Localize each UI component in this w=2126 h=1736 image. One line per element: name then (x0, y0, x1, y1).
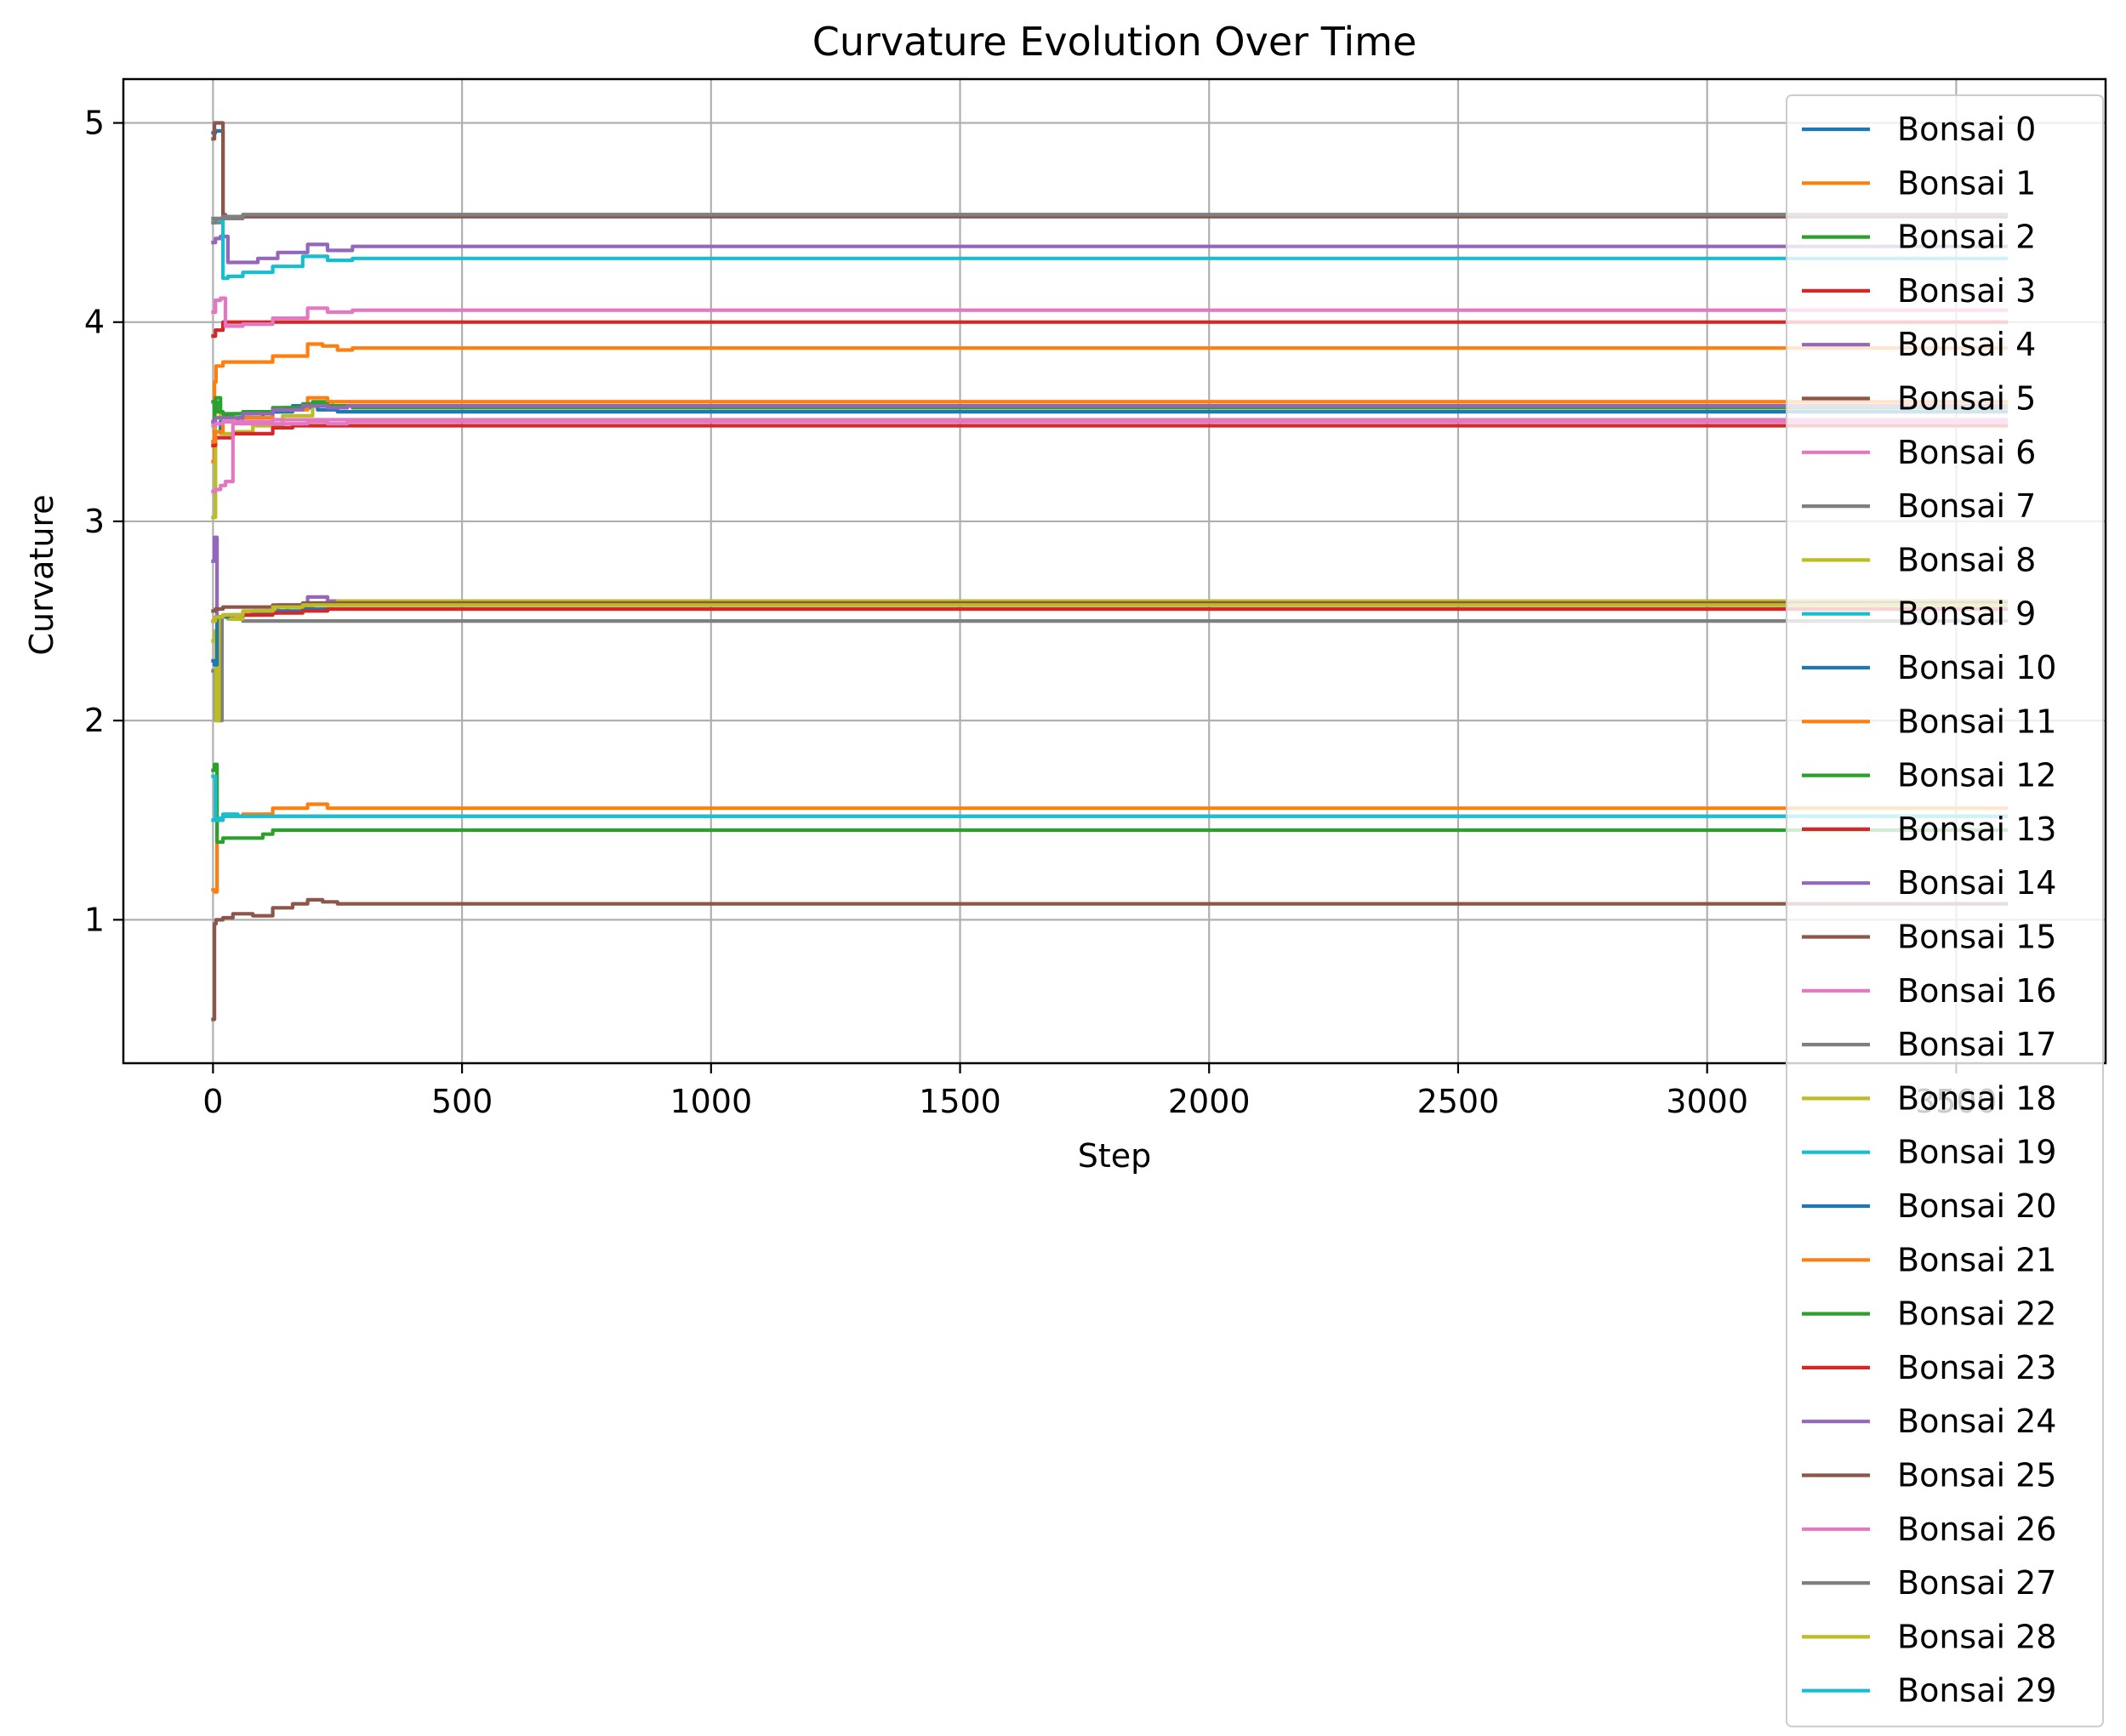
series-line-26 (211, 418, 2008, 428)
series-line-3 (211, 320, 2008, 339)
legend-label: Bonsai 3 (1897, 272, 2036, 310)
series-line-11 (211, 802, 2008, 894)
series-line-15 (211, 897, 2008, 1022)
legend-label: Bonsai 20 (1897, 1187, 2056, 1225)
legend-label: Bonsai 8 (1897, 541, 2036, 578)
legend-label: Bonsai 29 (1897, 1672, 2056, 1710)
plot-frame (122, 77, 2107, 1065)
legend-label: Bonsai 5 (1897, 380, 2036, 418)
legend-label: Bonsai 26 (1897, 1511, 2056, 1548)
legend-label: Bonsai 4 (1897, 326, 2036, 363)
series-line-12 (211, 762, 2008, 845)
series-line-24 (211, 404, 2008, 424)
legend-label: Bonsai 28 (1897, 1618, 2056, 1655)
legend-label: Bonsai 1 (1897, 164, 2036, 202)
series-line-1 (211, 342, 2008, 464)
legend-label: Bonsai 2 (1897, 219, 2036, 256)
legend-label: Bonsai 7 (1897, 487, 2036, 525)
legend-label: Bonsai 21 (1897, 1241, 2056, 1278)
legend-label: Bonsai 27 (1897, 1564, 2056, 1602)
series-line-21 (211, 396, 2008, 444)
x-tick-label: 2500 (1417, 1083, 1500, 1120)
legend-label: Bonsai 12 (1897, 757, 2056, 794)
legend-label: Bonsai 15 (1897, 919, 2056, 956)
y-tick-label: 1 (84, 901, 105, 938)
series-line-28 (211, 603, 2008, 623)
legend-label: Bonsai 23 (1897, 1349, 2056, 1386)
plot-series (211, 121, 2008, 1022)
series-line-29 (211, 814, 2008, 822)
series-line-6 (211, 296, 2008, 328)
series-line-27 (211, 213, 2008, 225)
legend-label: Bonsai 0 (1897, 111, 2036, 148)
y-axis: 1 2 3 4 5 (84, 105, 123, 938)
legend-label: Bonsai 22 (1897, 1295, 2056, 1333)
x-tick-label: 1500 (919, 1083, 1001, 1120)
legend-label: Bonsai 6 (1897, 434, 2036, 471)
legend-label: Bonsai 17 (1897, 1026, 2056, 1063)
legend-label: Bonsai 16 (1897, 972, 2056, 1010)
legend-label: Bonsai 14 (1897, 864, 2056, 902)
chart-title: Curvature Evolution Over Time (812, 19, 1417, 65)
series-line-16 (211, 419, 2008, 493)
legend-label: Bonsai 10 (1897, 649, 2056, 686)
x-tick-label: 500 (431, 1083, 493, 1120)
y-tick-label: 2 (84, 702, 105, 739)
y-axis-label: Curvature (23, 494, 60, 655)
y-tick-label: 3 (84, 503, 105, 540)
legend: Bonsai 0 Bonsai 1 Bonsai 2 Bonsai 3 Bonsai 4… (1786, 94, 2104, 1727)
legend-label: Bonsai 25 (1897, 1457, 2056, 1494)
legend-label: Bonsai 13 (1897, 811, 2056, 848)
y-tick-label: 4 (84, 304, 105, 341)
y-tick-label: 5 (84, 105, 105, 142)
x-tick-label: 0 (202, 1083, 223, 1120)
x-axis-label: Step (1078, 1137, 1152, 1175)
x-tick-label: 2000 (1168, 1083, 1251, 1120)
series-line-4 (211, 234, 2008, 265)
legend-box (1786, 94, 2104, 1727)
legend-label: Bonsai 9 (1897, 595, 2036, 633)
legend-label: Bonsai 19 (1897, 1134, 2056, 1171)
legend-label: Bonsai 24 (1897, 1403, 2056, 1440)
x-tick-label: 1000 (670, 1083, 752, 1120)
x-tick-label: 3000 (1666, 1083, 1748, 1120)
legend-label: Bonsai 11 (1897, 703, 2056, 740)
legend-label: Bonsai 18 (1897, 1079, 2056, 1117)
